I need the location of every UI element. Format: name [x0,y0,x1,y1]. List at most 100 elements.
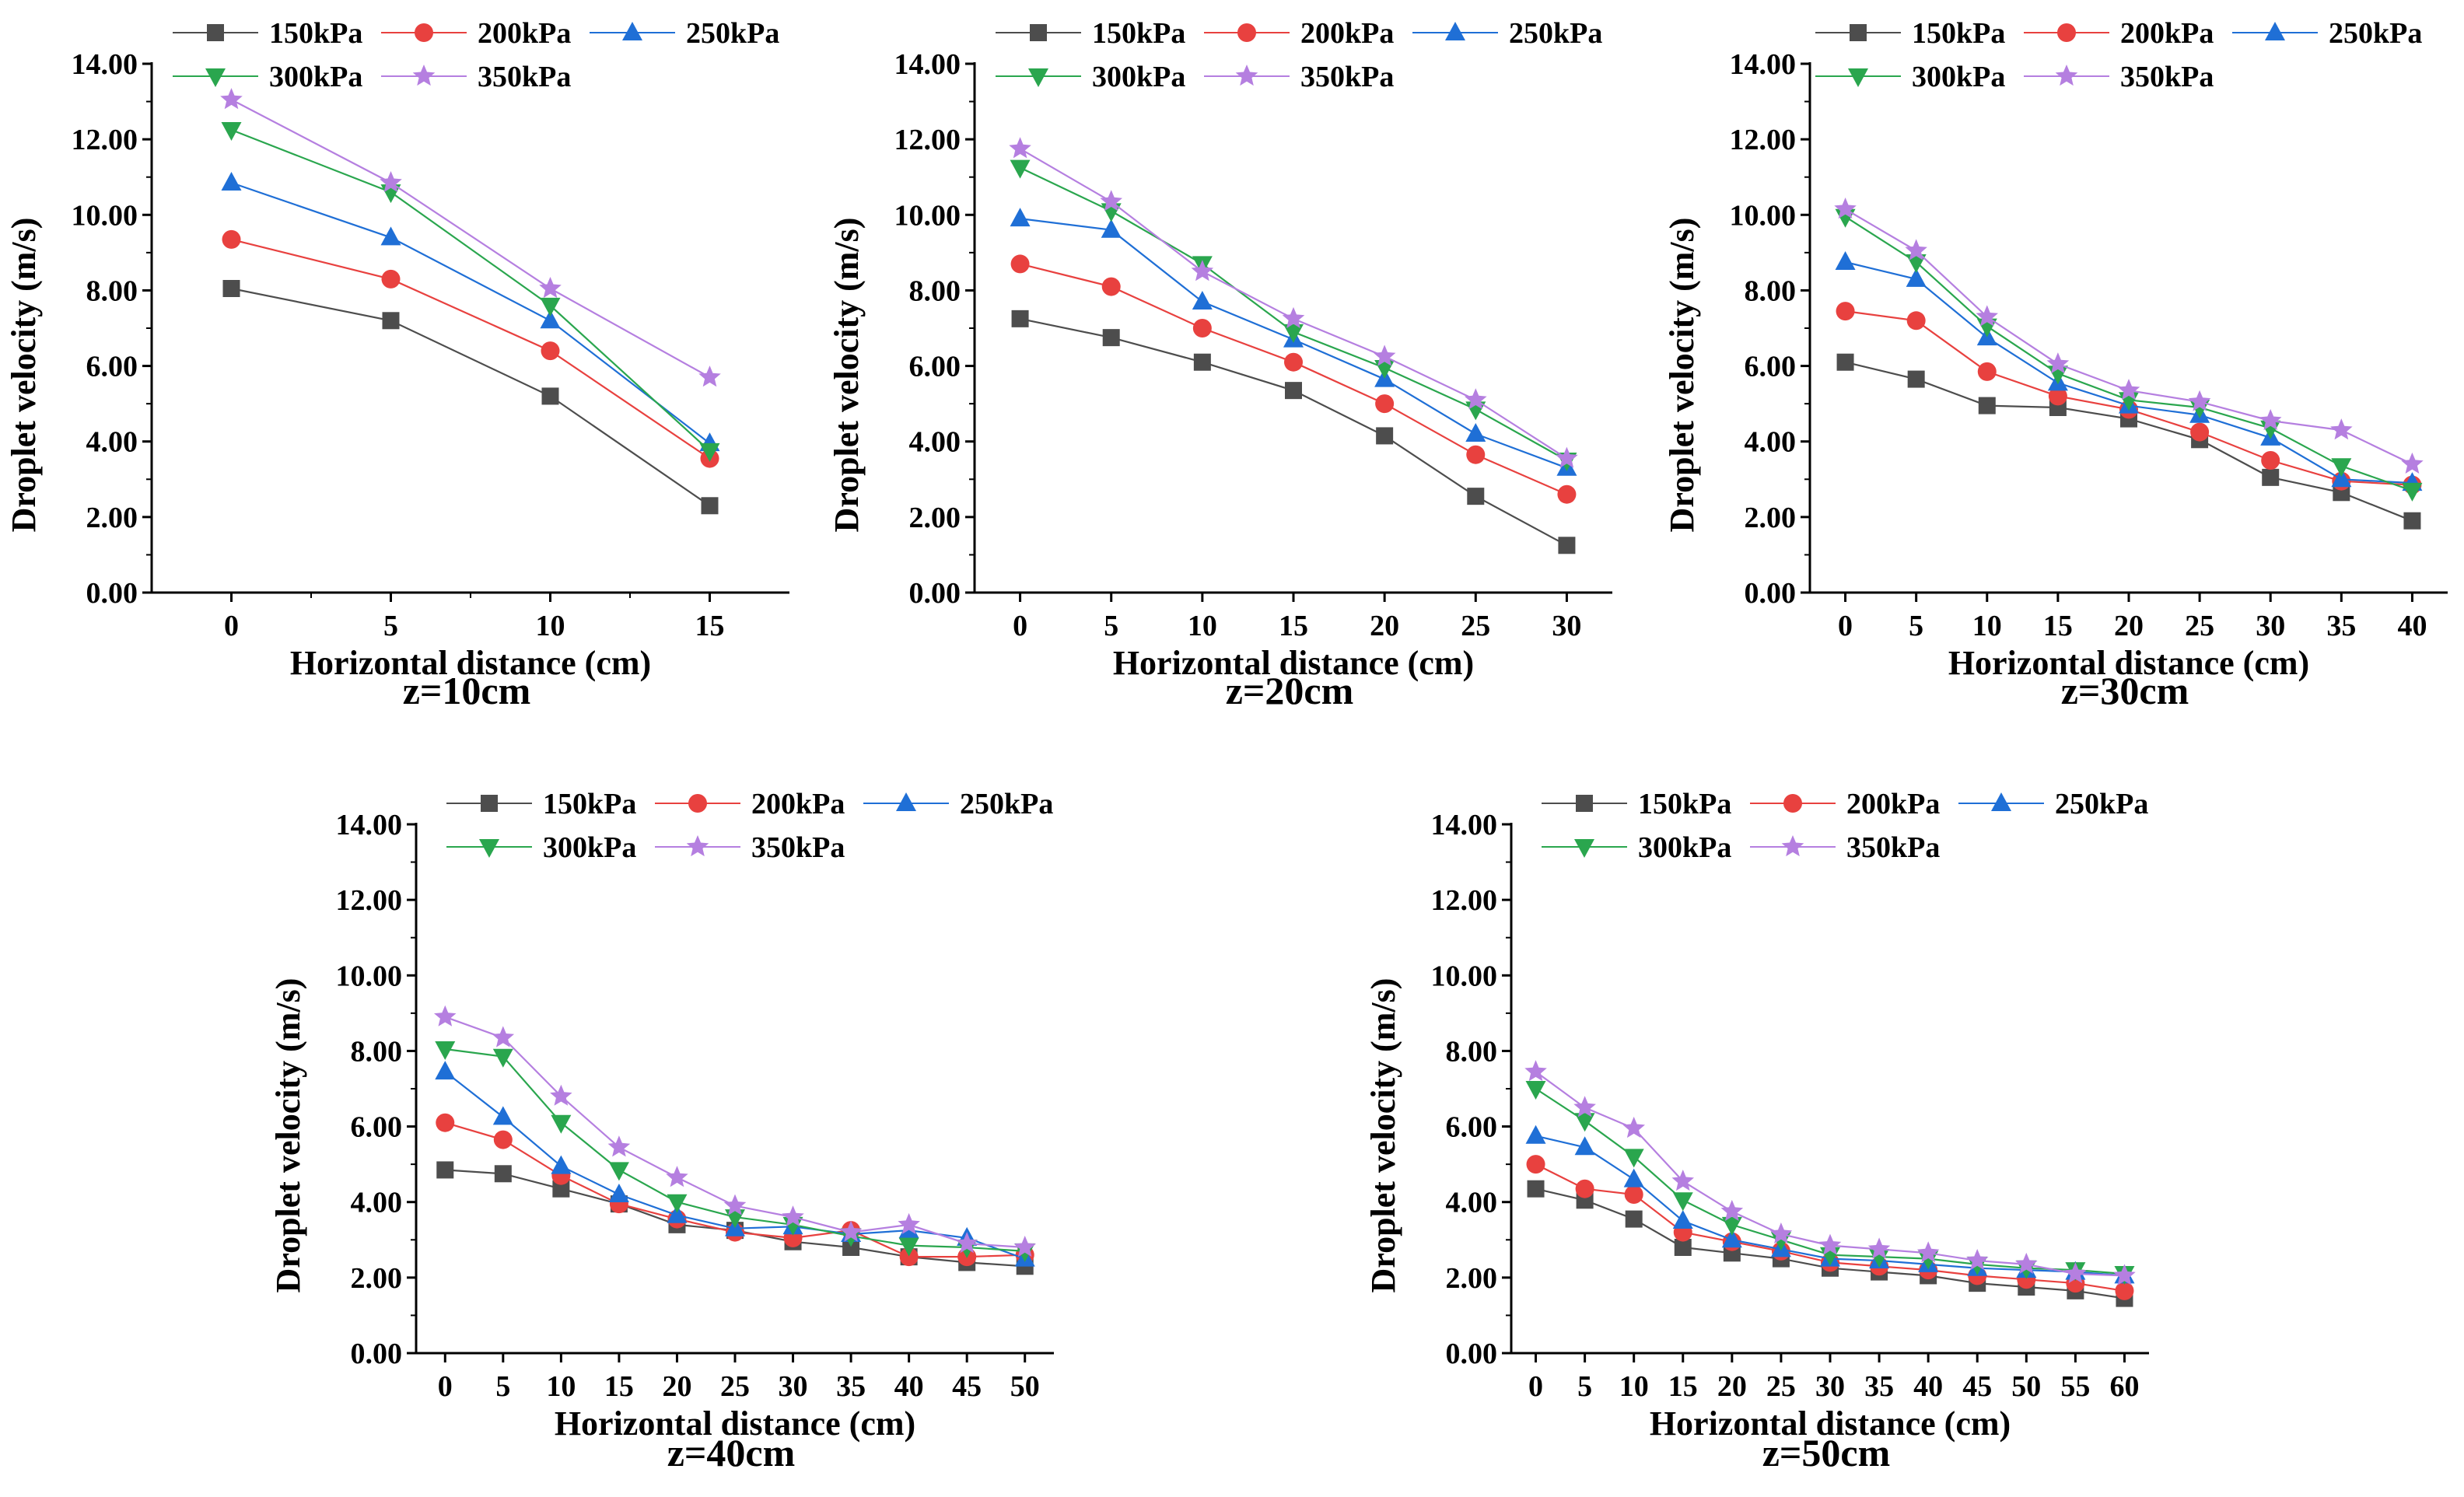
data-point [435,1041,456,1060]
legend-label: 300kPa [1092,61,1185,93]
legend-marker [896,792,916,811]
data-point [1013,1236,1036,1257]
legend-marker [1445,22,1465,40]
data-point [1977,362,1997,381]
legend-label: 350kPa [2120,61,2214,93]
data-point [2064,1262,2087,1284]
y-tick-label: 2.00 [1745,502,1797,534]
legend-item: 200kPa [2024,17,2214,50]
x-tick-label: 0 [1013,610,1027,642]
series-250kPa [435,1061,1035,1267]
legend-item: 350kPa [655,831,845,864]
x-tick-label: 5 [383,610,398,642]
x-tick-label: 0 [438,1370,453,1403]
series-line [231,128,711,452]
x-axis-title: Horizontal distance (cm) [1113,644,1474,682]
y-tick-label: 6.00 [86,351,138,383]
y-axis-title: Droplet velocity (m/s) [1663,218,1701,533]
data-point [1978,397,1996,414]
legend-item: 250kPa [1412,17,1602,50]
legend-label: 300kPa [1912,61,2005,93]
legend-item: 250kPa [2232,17,2422,50]
data-point [2259,409,2282,431]
y-tick-label: 10.00 [72,199,138,232]
data-point [1622,1117,1645,1138]
data-point [222,280,240,297]
x-tick-label: 15 [1668,1370,1698,1403]
chart-panel: 0.00 2.00 4.00 6.00 8.00 10.00 12.00 14.00 0 5 10 1… [5,17,789,712]
data-point [1672,1192,1693,1212]
data-point [842,1239,860,1256]
x-tick-label: 10 [1619,1370,1649,1403]
x-tick-label: 15 [1279,610,1308,642]
legend-marker [2265,22,2285,40]
data-point [1101,277,1121,296]
data-point [1916,1241,1940,1263]
legend-item: 250kPa [590,17,779,50]
data-point [2117,379,2140,400]
data-point [1625,1210,1643,1228]
legend-marker [1235,65,1258,86]
x-tick-label: 30 [779,1370,808,1403]
legend-marker [2057,23,2076,42]
y-tick-label: 14.00 [1431,809,1498,841]
data-point [550,1084,572,1106]
legend-item: 350kPa [381,61,571,93]
data-point [667,1204,688,1223]
data-point [1907,370,1925,388]
legend-item: 250kPa [1958,788,2148,820]
legend-marker [415,23,433,42]
series-150kPa [222,280,719,515]
data-point [1574,1136,1595,1156]
legend-label: 150kPa [1092,17,1185,50]
legend-label: 200kPa [751,788,845,820]
legend-label: 200kPa [1846,788,1940,820]
data-point [899,1247,919,1267]
series-line [1020,317,1567,547]
y-tick-label: 12.00 [336,884,403,917]
x-tick-label: 45 [952,1370,982,1403]
series-350kPa [1834,198,2424,474]
legend-item: 200kPa [1204,17,1394,50]
legend-label: 250kPa [960,788,1053,820]
legend-marker [1848,68,1868,87]
legend-marker [412,65,436,86]
data-point [1524,1060,1547,1082]
x-tick-label: 10 [1188,610,1217,642]
data-point [1906,268,1927,287]
data-point [608,1162,629,1181]
data-point [1010,254,1030,274]
y-tick-label: 8.00 [1446,1035,1498,1068]
data-point [1373,345,1396,366]
x-axis-title: Horizontal distance (cm) [555,1404,915,1443]
chart-panel: 0.00 2.00 4.00 6.00 8.00 10.00 12.00 14.00 0 5 10 1… [828,17,1612,712]
data-point [1674,1239,1692,1256]
data-point [2403,512,2421,530]
data-point [492,1106,513,1125]
data-point [539,277,562,299]
data-point [2262,468,2280,486]
legend-marker [686,835,709,857]
data-point [2113,1264,2136,1285]
chart-panel: 0.00 2.00 4.00 6.00 8.00 10.00 12.00 14.00 0 5 10 1… [1663,17,2448,712]
legend-marker [1028,68,1048,87]
legend-marker [1574,839,1594,858]
data-point [667,1194,688,1213]
y-tick-label: 2.00 [86,502,138,534]
data-point [1906,311,1926,331]
legend-item: 150kPa [446,788,636,820]
legend-item: 200kPa [1750,788,1940,820]
data-point [1285,382,1302,400]
x-tick-label: 5 [1909,610,1923,642]
data-point [541,341,560,361]
data-point [1191,260,1214,282]
data-point [492,1026,515,1048]
data-point [221,172,242,191]
series-line [1020,263,1567,495]
panel-caption: z=20cm [1226,669,1354,712]
data-point [1010,159,1031,179]
data-point [2046,352,2070,374]
y-tick-label: 6.00 [1745,351,1797,383]
data-point [1836,353,1854,371]
data-point [607,1135,631,1157]
